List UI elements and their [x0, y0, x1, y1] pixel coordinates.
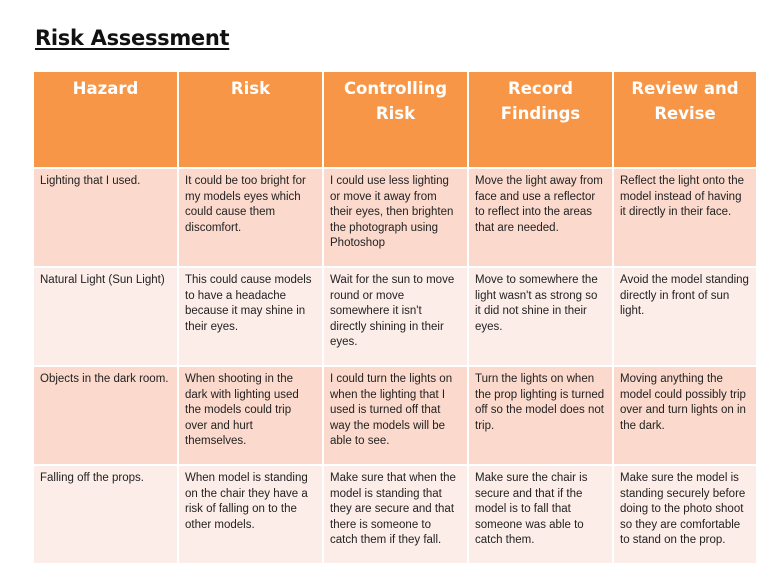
table-row: Falling off the props. When model is sta…: [32, 464, 758, 565]
cell-controlling-risk: Make sure that when the model is standin…: [322, 464, 469, 565]
cell-risk: It could be too bright for my models eye…: [177, 167, 324, 268]
cell-record-findings: Move to somewhere the light wasn't as st…: [467, 266, 614, 367]
cell-review-and-revise: Moving anything the model could possibly…: [612, 365, 758, 466]
table-row: Natural Light (Sun Light) This could cau…: [32, 266, 758, 367]
cell-review-and-revise: Make sure the model is standing securely…: [612, 464, 758, 565]
table-row: Objects in the dark room. When shooting …: [32, 365, 758, 466]
table-row: Lighting that I used. It could be too br…: [32, 167, 758, 268]
header-hazard: Hazard: [32, 70, 179, 169]
cell-risk: When shooting in the dark with lighting …: [177, 365, 324, 466]
cell-record-findings: Make sure the chair is secure and that i…: [467, 464, 614, 565]
cell-hazard: Natural Light (Sun Light): [32, 266, 179, 367]
cell-hazard: Objects in the dark room.: [32, 365, 179, 466]
cell-record-findings: Move the light away from face and use a …: [467, 167, 614, 268]
cell-controlling-risk: Wait for the sun to move round or move s…: [322, 266, 469, 367]
header-record-findings: Record Findings: [467, 70, 614, 169]
page-title: Risk Assessment: [35, 26, 230, 50]
cell-record-findings: Turn the lights on when the prop lightin…: [467, 365, 614, 466]
cell-hazard: Falling off the props.: [32, 464, 179, 565]
cell-controlling-risk: I could turn the lights on when the ligh…: [322, 365, 469, 466]
header-risk: Risk: [177, 70, 324, 169]
cell-hazard: Lighting that I used.: [32, 167, 179, 268]
cell-risk: When model is standing on the chair they…: [177, 464, 324, 565]
risk-assessment-table: Hazard Risk Controlling Risk Record Find…: [32, 70, 758, 565]
cell-controlling-risk: I could use less lighting or move it awa…: [322, 167, 469, 268]
table-header-row: Hazard Risk Controlling Risk Record Find…: [32, 70, 758, 169]
cell-review-and-revise: Reflect the light onto the model instead…: [612, 167, 758, 268]
cell-risk: This could cause models to have a headac…: [177, 266, 324, 367]
header-controlling-risk: Controlling Risk: [322, 70, 469, 169]
header-review-and-revise: Review and Revise: [612, 70, 758, 169]
cell-review-and-revise: Avoid the model standing directly in fro…: [612, 266, 758, 367]
